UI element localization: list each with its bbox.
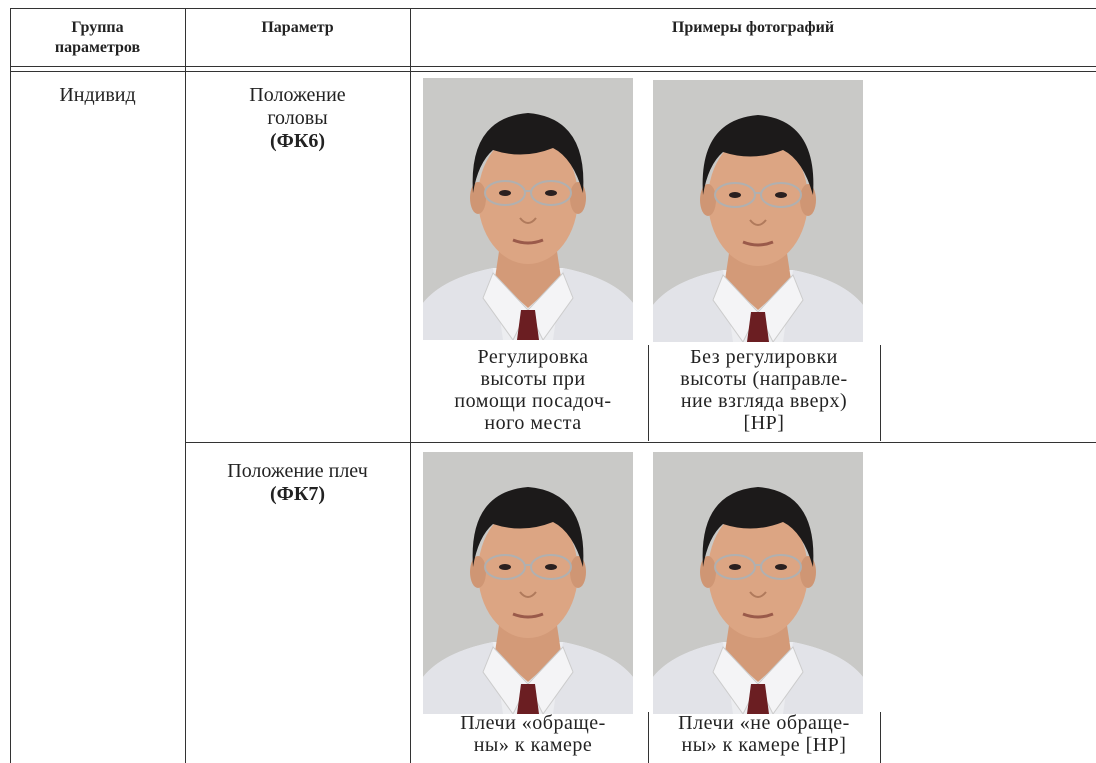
header-line [10,66,1096,67]
caption-line: ны» к камере [473,734,593,756]
caption-line: высоты (направле- [680,368,848,390]
caption-divider [880,712,881,763]
caption: Плечи «обраще- ны» к камере [418,712,648,756]
caption-line: ние взгляда вверх) [680,390,848,412]
parameter-cell: Положение головы (ФК6) [185,84,410,153]
group-cell: Индивид [59,84,136,106]
caption: Без регулировки высоты (направле- ние вз… [648,346,880,434]
table-border [10,8,1096,9]
caption-line: [НР] [743,412,785,434]
column-line [185,8,186,763]
caption-line: Регулировка [477,346,589,368]
header-cell: Группа параметров [10,18,185,58]
parameter-text: Положение плеч [227,460,368,482]
header-text: Группа [71,19,124,36]
header-text: параметров [54,39,141,56]
caption-line: Без регулировки [690,346,838,368]
column-line [410,8,411,763]
photo [423,78,633,341]
photo [423,452,633,715]
portrait [423,452,633,715]
caption-line: ны» к камере [НР] [681,734,847,756]
caption-divider [880,345,881,441]
caption-divider [648,712,649,763]
parameter-code: (ФК7) [270,483,325,505]
caption-line: Плечи «обраще- [460,712,606,734]
caption-line: высоты при [480,368,586,390]
parameter-text: головы [267,107,328,129]
caption-line: помощи посадоч- [454,390,612,412]
parameter-code: (ФК6) [270,130,325,152]
table-border [10,8,11,763]
parameter-cell: Положение плеч (ФК7) [185,460,410,506]
portrait [423,78,633,341]
portrait [653,452,863,715]
header-cell: Примеры фотографий [671,19,835,36]
portrait [653,80,863,343]
parameter-text: Положение [249,84,346,106]
caption-divider [648,345,649,441]
caption: Регулировка высоты при помощи посадоч- н… [418,346,648,434]
caption-line: ного места [484,412,582,434]
caption: Плечи «не обраще- ны» к камере [НР] [648,712,880,756]
caption-line: Плечи «не обраще- [678,712,850,734]
header-line [10,71,1096,72]
header-cell: Параметр [261,19,334,36]
photo [653,452,863,715]
photo [653,80,863,343]
row-line [185,442,1096,443]
